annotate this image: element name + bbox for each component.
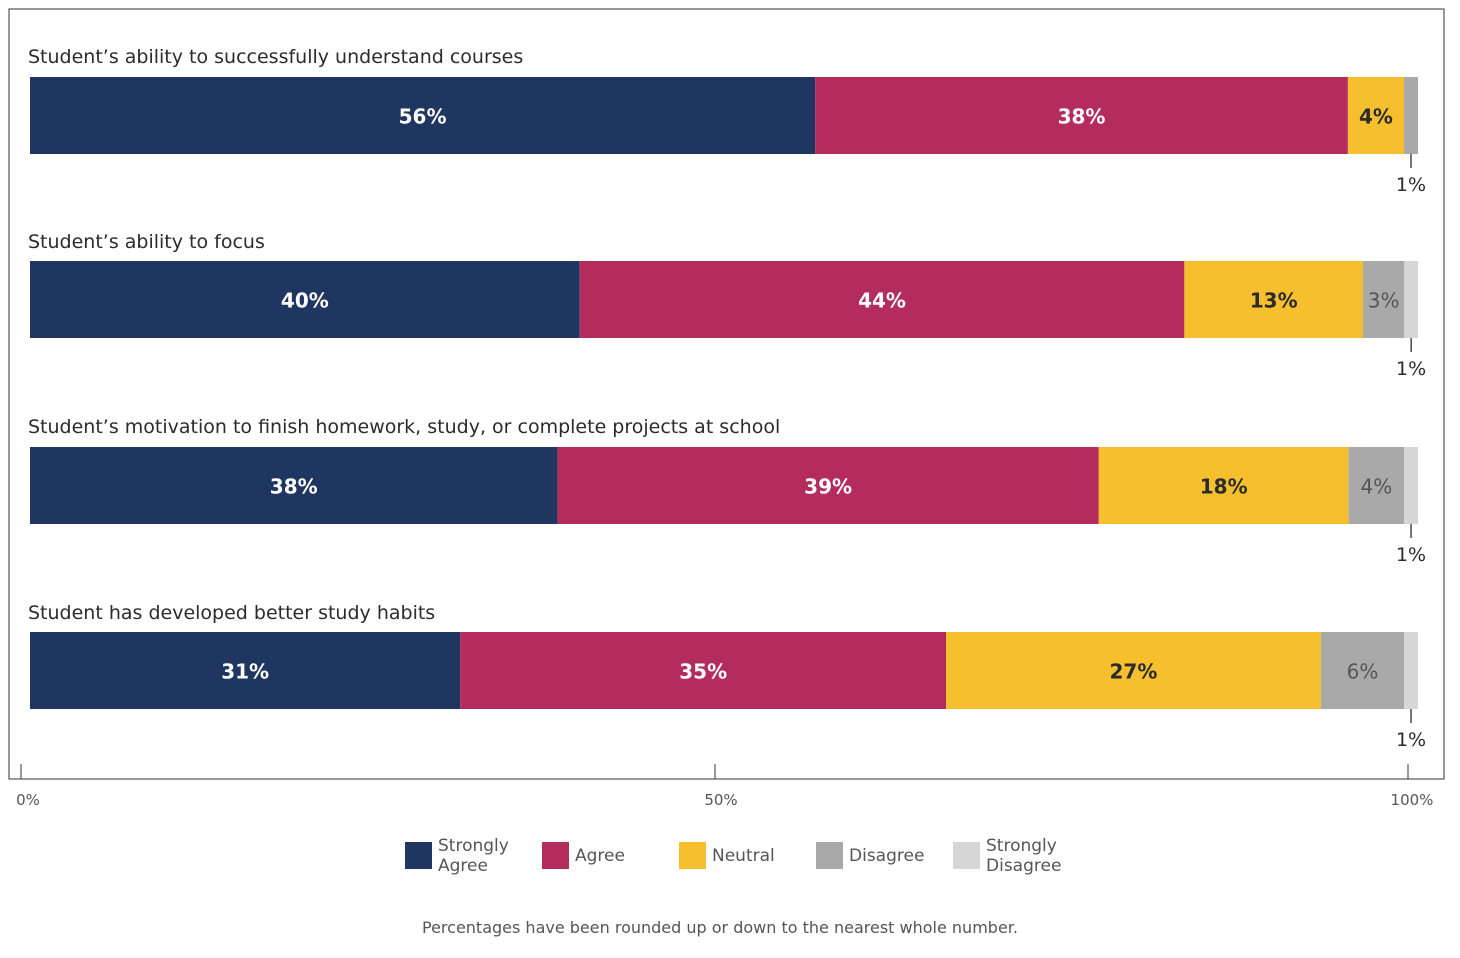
x-axis: 0% 50% 100% [16,764,1433,809]
data-label: 35% [679,660,727,684]
bar-row-4: Student has developed better study habit… [28,602,1426,751]
category-label: Student’s ability to successfully unders… [28,46,523,68]
legend-label: Strongly Disagree [986,836,1062,876]
data-label: 18% [1200,475,1248,499]
legend-label: Strongly Agree [438,836,509,876]
data-label: 31% [221,660,269,684]
x-tick-label: 0% [16,791,40,809]
bar-segment-strongly-agree [30,632,461,709]
bar-row-3: Student’s motivation to finish homework,… [28,416,1426,566]
data-label: 3% [1368,289,1400,313]
bar-segment-disagree [1348,447,1405,524]
data-label: 6% [1347,660,1379,684]
data-label: 4% [1360,475,1392,499]
data-label: 40% [281,289,329,313]
legend-swatch [405,842,432,869]
bar-segment-agree [579,261,1185,338]
category-label: Student’s motivation to finish homework,… [28,416,780,438]
legend: Strongly Agree Agree Neutral Disagree St… [405,836,1105,880]
legend-label: Disagree [849,846,925,866]
footnote: Percentages have been rounded up or down… [422,918,1018,937]
legend-swatch [542,842,569,869]
legend-label: Agree [575,846,625,866]
bar-segment-neutral [1098,447,1349,524]
bar-segment-strongly-disagree [1404,447,1418,524]
data-label: 56% [399,105,447,129]
data-label: 38% [270,475,318,499]
data-label: 1% [1396,174,1426,196]
legend-swatch [816,842,843,869]
bar-segment-strongly-disagree [1404,261,1418,338]
bar-segment-neutral [1347,77,1404,154]
category-label: Student’s ability to focus [28,231,265,253]
data-label: 44% [858,289,906,313]
bar-segment-agree [460,632,947,709]
bar-row-1: Student’s ability to successfully unders… [28,46,1426,196]
data-label: 1% [1396,544,1426,566]
bar-segment-disagree [1363,261,1405,338]
bar-segment-agree [815,77,1348,154]
chart-border [8,8,1445,780]
bar-segment-strongly-agree [30,77,816,154]
legend-label: Neutral [712,846,775,866]
bar-segment-neutral [946,632,1321,709]
data-label: 1% [1396,729,1426,751]
x-tick-label: 100% [1391,791,1434,809]
x-tick-label: 50% [704,791,737,809]
bar-segment-strongly-disagree [1404,632,1418,709]
legend-swatch [679,842,706,869]
data-label: 13% [1250,289,1298,313]
bar-segment-disagree [1320,632,1405,709]
bar-row-2: Student’s ability to focus 40% 44% 13% 3% 1% [28,231,1426,380]
bar-segment-strongly-agree [30,447,558,524]
data-label: 1% [1396,358,1426,380]
category-label: Student has developed better study habit… [28,602,435,624]
data-label: 39% [804,475,852,499]
bar-segment-agree [557,447,1099,524]
bar-segment-strongly-agree [30,261,580,338]
legend-swatch [953,842,980,869]
data-label: 38% [1058,105,1106,129]
data-label: 27% [1110,660,1158,684]
data-label: 4% [1359,105,1393,129]
bar-segment-neutral [1184,261,1364,338]
bars-layer: Student’s ability to successfully unders… [28,46,1426,751]
bar-segment-disagree [1403,77,1418,154]
